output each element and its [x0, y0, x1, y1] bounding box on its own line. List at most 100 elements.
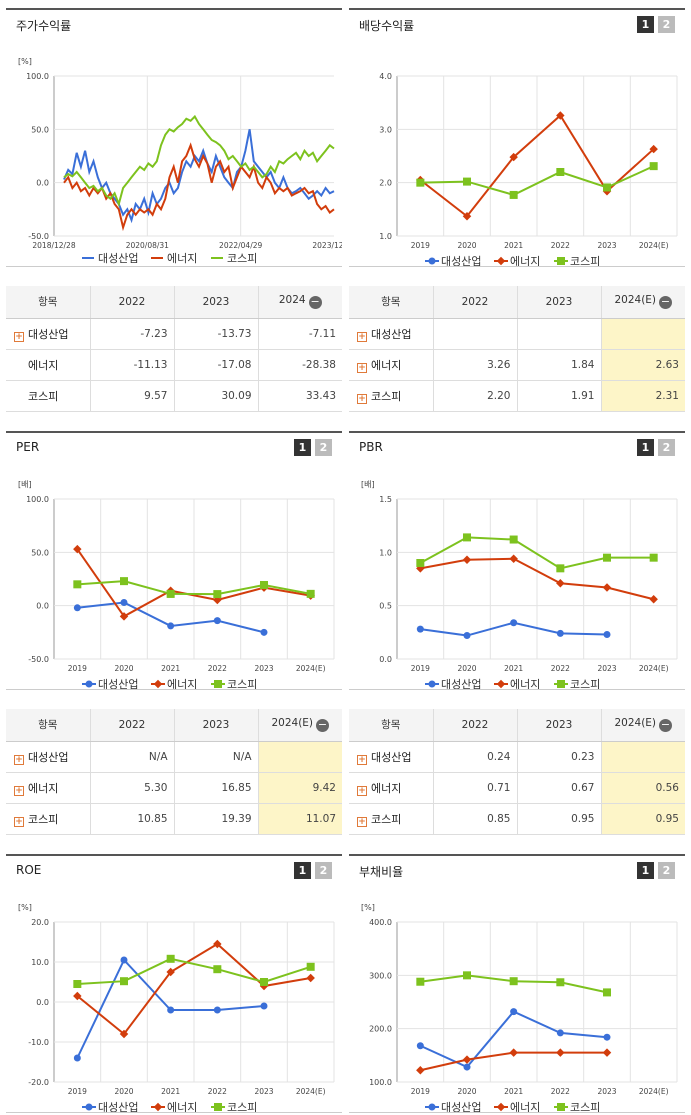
- table-cell: [258, 741, 342, 773]
- expand-icon[interactable]: +: [14, 331, 24, 342]
- expand-icon[interactable]: +: [357, 331, 367, 342]
- x-tick-label: 2024(E): [639, 241, 669, 250]
- point-energy: [556, 111, 565, 120]
- series-line: [420, 557, 654, 601]
- row-label[interactable]: + 대성산업: [6, 318, 91, 350]
- table-cell: 30.09: [174, 380, 259, 412]
- expand-icon[interactable]: +: [14, 816, 24, 827]
- y-tick-label: 200.0: [369, 1025, 392, 1034]
- point-energy: [602, 583, 612, 592]
- page-1-button[interactable]: 1: [637, 862, 654, 879]
- table-cell: 2.31: [601, 380, 685, 412]
- collapse-icon[interactable]: −: [316, 718, 330, 733]
- point-energy: [649, 144, 658, 154]
- table-row: + 대성산업 -7.23 -13.73 -7.11: [6, 318, 342, 350]
- point-kospi: [556, 978, 565, 987]
- point-daesung: [556, 629, 564, 637]
- point-energy: [496, 679, 506, 689]
- point-kospi: [603, 553, 611, 562]
- pager: 1 2: [294, 862, 332, 879]
- collapse-icon[interactable]: −: [308, 295, 322, 310]
- panel-pbr: PBR 1 2 [배] 1.5 1.0 0.5 0.0 2019 2020 2021 2022 2…: [349, 431, 685, 690]
- collapse-icon[interactable]: −: [659, 718, 673, 733]
- table-header-row: 항목 2022 2023 2024(E) −: [6, 709, 342, 742]
- collapse-icon[interactable]: −: [659, 295, 673, 310]
- point-daesung: [120, 956, 128, 964]
- row-label[interactable]: + 대성산업: [6, 741, 91, 773]
- point-kospi: [306, 962, 315, 971]
- panel-title: 부채비율: [359, 865, 404, 879]
- table-cell: 33.43: [258, 380, 342, 412]
- point-daesung: [167, 1006, 175, 1014]
- page-1-button[interactable]: 1: [294, 862, 311, 879]
- row-label[interactable]: + 대성산업: [349, 741, 434, 773]
- column-header: 2022: [433, 286, 518, 319]
- table-row: + 코스피 10.85 19.39 11.07: [6, 803, 342, 835]
- panel-title: PBR: [359, 440, 383, 454]
- column-header: 2023: [174, 286, 259, 319]
- point-daesung: [213, 1006, 221, 1014]
- row-label[interactable]: + 에너지: [349, 772, 434, 804]
- legend-label: 대성산업: [98, 1101, 138, 1112]
- x-tick-label: 2023: [597, 241, 616, 250]
- point-energy: [462, 212, 472, 221]
- point-energy: [73, 544, 82, 554]
- point-kospi: [603, 183, 611, 192]
- page-2-button[interactable]: 2: [315, 862, 332, 879]
- column-header: 2024(E) −: [601, 286, 685, 319]
- row-label[interactable]: + 에너지: [6, 772, 91, 804]
- expand-icon[interactable]: +: [14, 785, 24, 796]
- point-daesung: [85, 1103, 93, 1111]
- y-tick-label: 1.0: [379, 548, 392, 557]
- table-row: + 에너지 0.71 0.67 0.56: [349, 772, 685, 804]
- x-tick-label: 2023/12/28: [312, 241, 342, 250]
- row-label[interactable]: + 대성산업: [349, 318, 434, 350]
- row-label[interactable]: + 에너지: [349, 349, 434, 381]
- point-daesung: [85, 680, 93, 688]
- expand-icon[interactable]: +: [357, 754, 367, 765]
- row-label[interactable]: + 코스피: [349, 803, 434, 835]
- legend-label: 코스피: [570, 678, 600, 689]
- row-label: 에너지: [6, 349, 91, 381]
- table-row: + 대성산업 0.24 0.23: [349, 741, 685, 773]
- row-label[interactable]: + 코스피: [349, 380, 434, 412]
- page-2-button[interactable]: 2: [658, 16, 675, 33]
- table-cell: 11.07: [258, 803, 342, 835]
- unit-label: [%]: [361, 903, 375, 912]
- page-2-button[interactable]: 2: [658, 439, 675, 456]
- page-1-button[interactable]: 1: [294, 439, 311, 456]
- point-kospi: [213, 965, 222, 974]
- point-energy: [556, 1048, 565, 1057]
- expand-icon[interactable]: +: [14, 754, 24, 765]
- row-label[interactable]: + 코스피: [6, 803, 91, 835]
- dividend-yield-chart: 4.0 3.0 2.0 1.0 2019 2020 2021 2022 2023 2024(E) 대…: [379, 72, 678, 266]
- table-row: + 대성산업 N/A N/A: [6, 741, 342, 773]
- expand-icon[interactable]: +: [357, 362, 367, 373]
- x-tick-label: 2019: [411, 1087, 430, 1096]
- table-header-row: 항목 2022 2023 2024(E) −: [349, 709, 685, 742]
- page-1-button[interactable]: 1: [637, 439, 654, 456]
- point-kospi: [213, 590, 222, 599]
- x-tick-label: 2021: [504, 1087, 523, 1096]
- series-line: [420, 165, 655, 197]
- table-cell: [433, 318, 518, 350]
- y-tick-label: 400.0: [369, 918, 392, 927]
- series-line: [419, 536, 654, 570]
- page-2-button[interactable]: 2: [658, 862, 675, 879]
- point-kospi: [73, 980, 82, 988]
- y-tick-label: 20.0: [31, 918, 49, 927]
- point-energy: [602, 1048, 612, 1057]
- column-header: 항목: [349, 286, 434, 319]
- table-cell: 0.24: [433, 741, 518, 773]
- expand-icon[interactable]: +: [357, 393, 367, 404]
- expand-icon[interactable]: +: [357, 816, 367, 827]
- point-daesung: [428, 1103, 436, 1111]
- x-tick-label: 2019: [411, 664, 430, 673]
- x-tick-label: 2024(E): [296, 664, 326, 673]
- table-cell: -13.73: [174, 318, 259, 350]
- legend-label: 대성산업: [98, 252, 138, 265]
- page-1-button[interactable]: 1: [637, 16, 654, 33]
- table-cell: 0.71: [433, 772, 518, 804]
- page-2-button[interactable]: 2: [315, 439, 332, 456]
- expand-icon[interactable]: +: [357, 785, 367, 796]
